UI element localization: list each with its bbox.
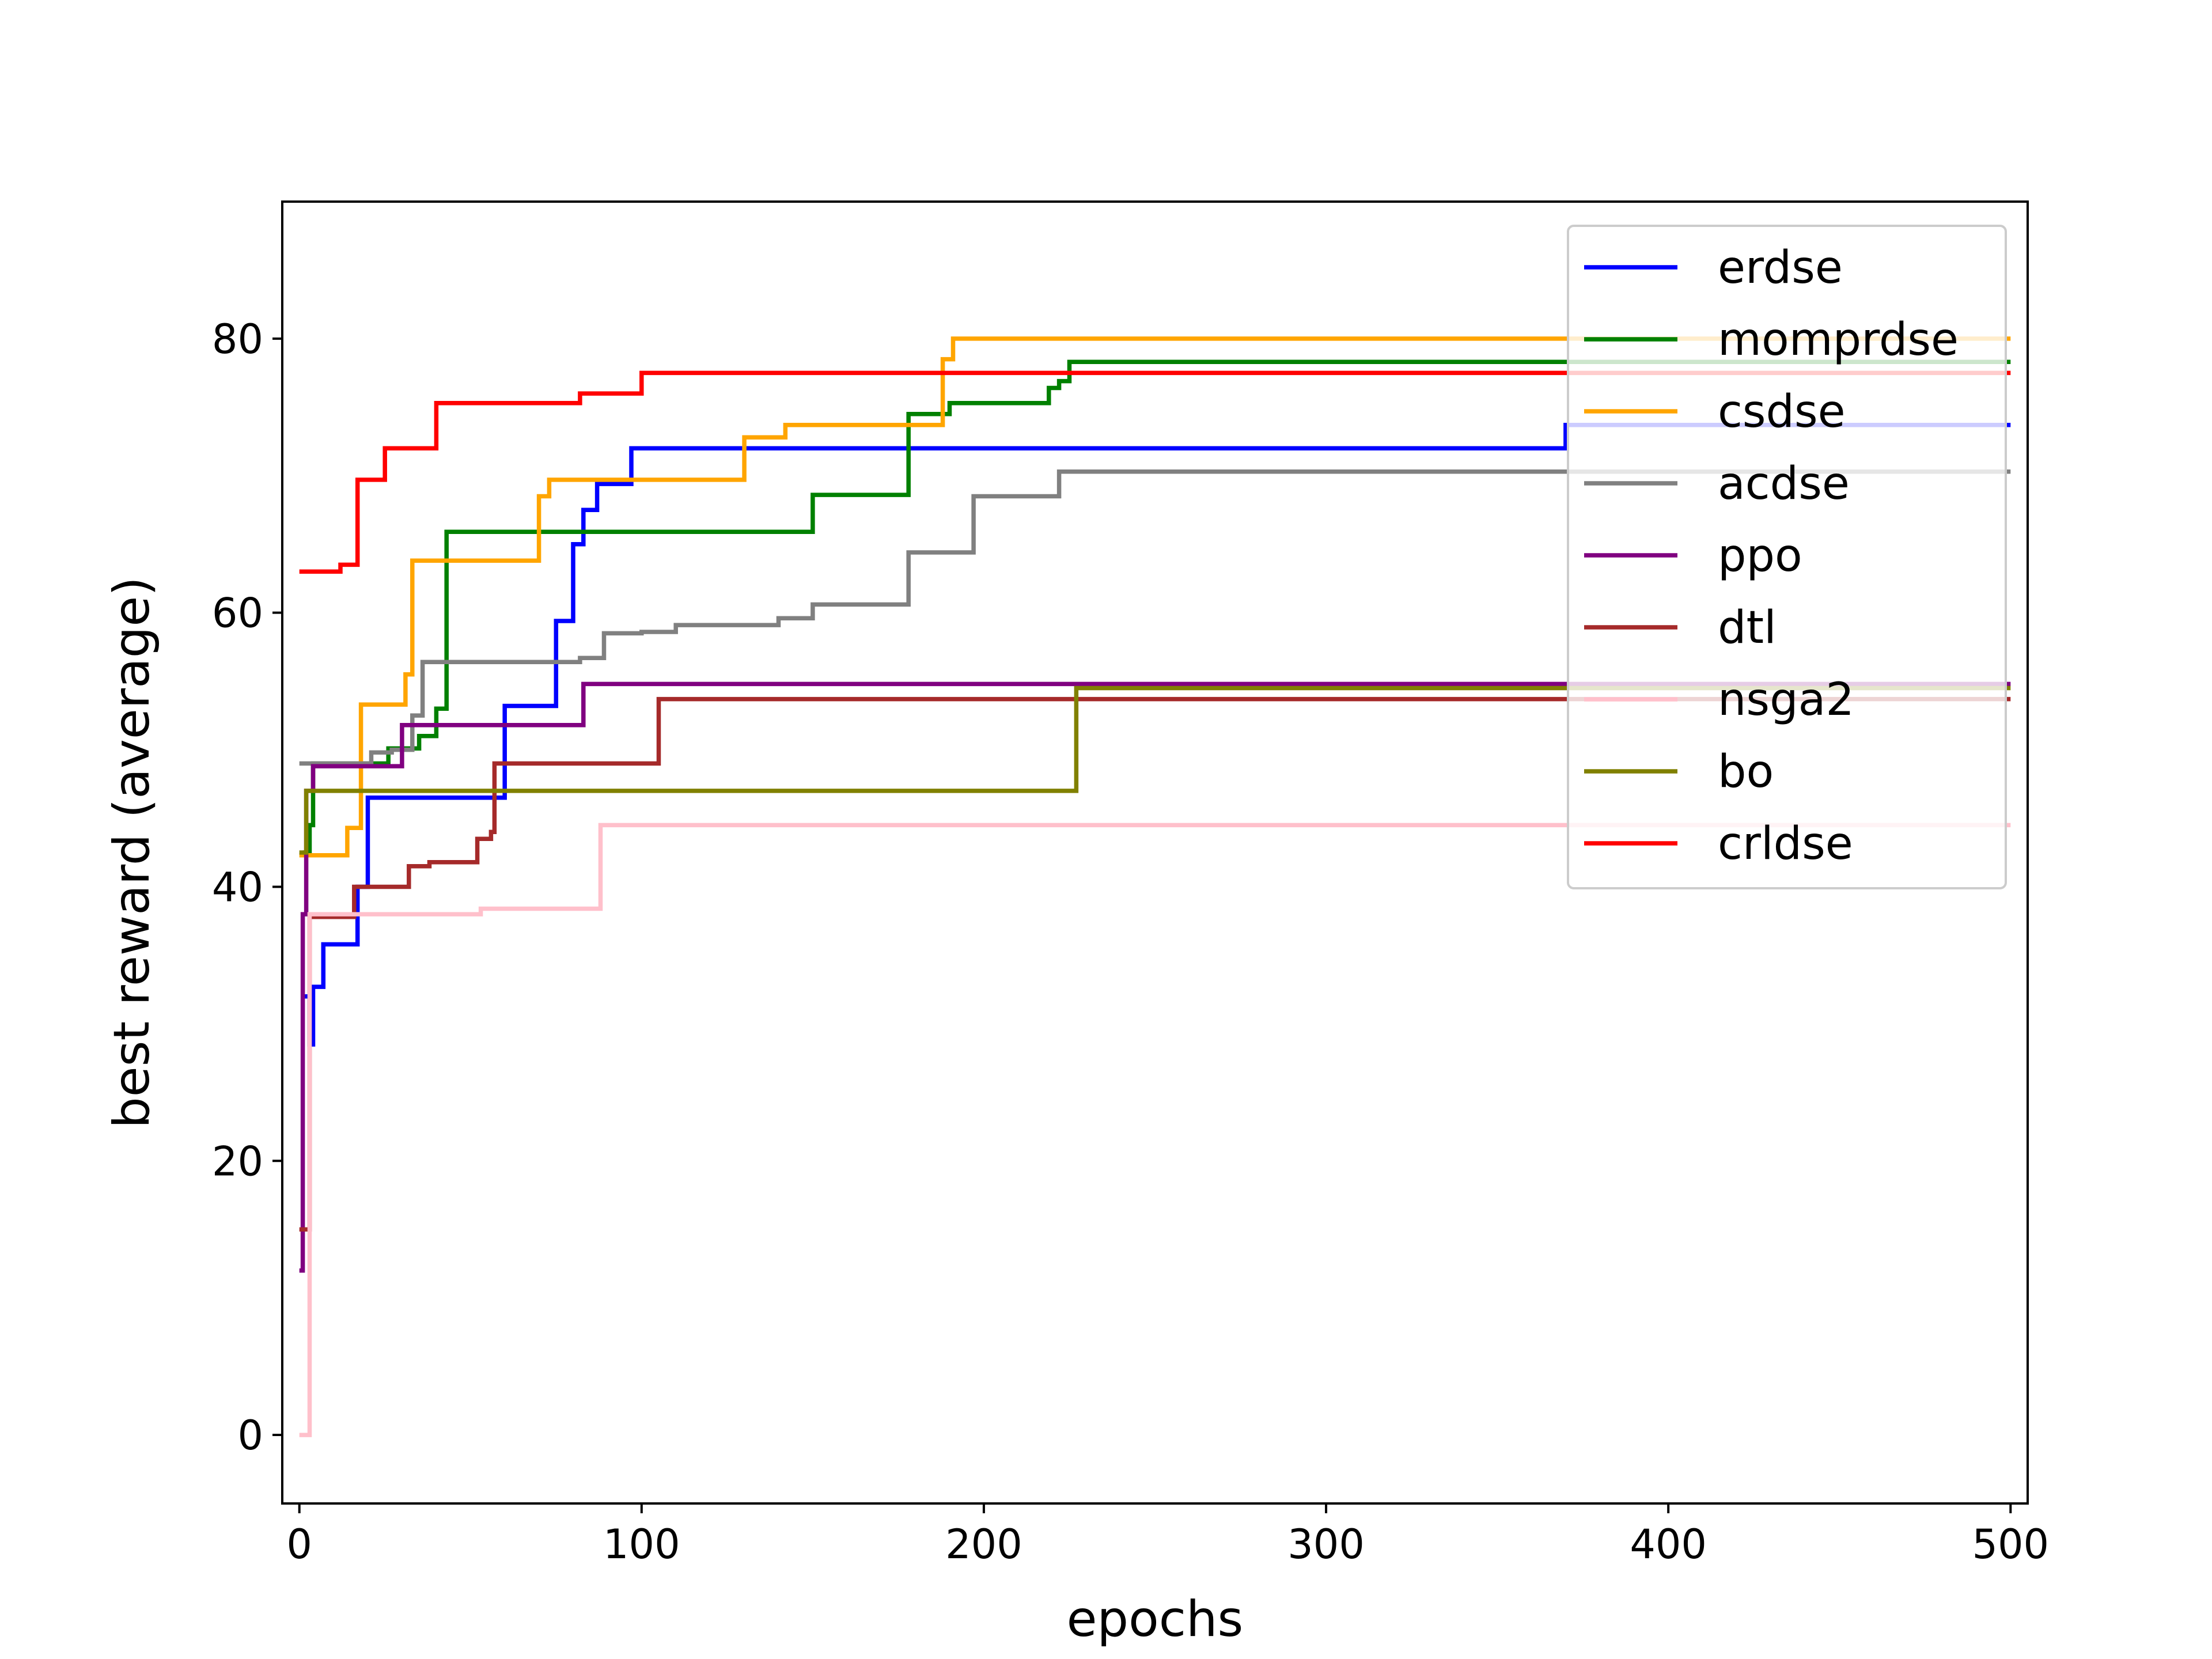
legend-label-momprdse: momprdse	[1718, 314, 1959, 366]
legend-label-dtl: dtl	[1718, 602, 1777, 654]
plot-area	[299, 336, 2011, 1437]
legend-label-erdse: erdse	[1718, 242, 1843, 294]
legend: erdse momprdse csdse acdse ppo dtl nsga2 bo crld…	[1567, 225, 2007, 889]
series-line-dtl	[299, 696, 2011, 1232]
legend-label-nsga2: nsga2	[1718, 674, 1854, 726]
series-line-csdse	[299, 336, 2011, 858]
x-tick-label: 0	[286, 1521, 312, 1568]
x-tick-label: 500	[1972, 1521, 2049, 1568]
legend-label-bo: bo	[1718, 746, 1774, 798]
x-tick-label: 400	[1630, 1521, 1707, 1568]
legend-box	[1567, 225, 2007, 889]
x-tick-label: 100	[603, 1521, 680, 1568]
y-tick-label: 80	[212, 316, 263, 363]
axes-frame	[281, 200, 2029, 1505]
y-tick-label: 20	[212, 1138, 263, 1185]
series-line-ppo	[299, 681, 2011, 1273]
x-tick-label: 200	[945, 1521, 1022, 1568]
legend-label-crldse: crldse	[1718, 818, 1853, 870]
y-axis-label: best reward (average)	[103, 577, 161, 1128]
legend-label-ppo: ppo	[1718, 530, 1802, 582]
series-line-erdse	[302, 423, 2011, 1047]
legend-label-csdse: csdse	[1718, 386, 1846, 438]
y-tick-label: 40	[212, 863, 263, 911]
x-axis-label: epochs	[1067, 1590, 1244, 1648]
y-tick-label: 60	[212, 590, 263, 637]
axes: 0 100 200 300 400 500 0 20 40 60 80	[212, 200, 2049, 1568]
series-line-acdse	[299, 469, 2011, 766]
x-tick-label: 300	[1287, 1521, 1365, 1568]
series-line-nsga2	[299, 823, 2011, 1437]
series-line-crldse	[299, 370, 2011, 574]
legend-label-acdse: acdse	[1718, 458, 1850, 510]
y-tick-label: 0	[237, 1412, 263, 1459]
series-line-bo	[299, 685, 2011, 855]
